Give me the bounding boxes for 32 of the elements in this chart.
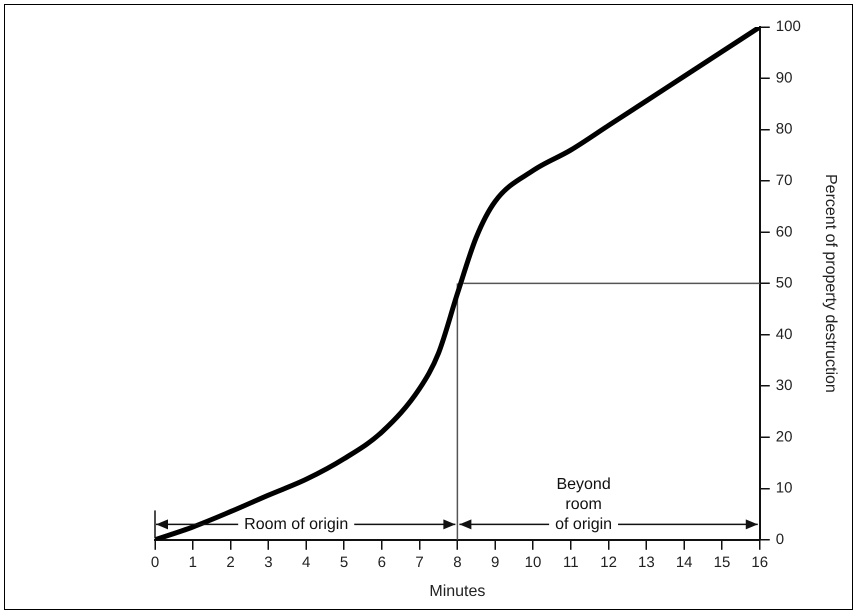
x-tick-label: 13: [638, 554, 655, 571]
x-tick-label: 8: [453, 554, 462, 571]
annotation: Beyond room of origin: [555, 476, 612, 533]
x-tick-label: 10: [524, 554, 542, 571]
annotation: Room of origin: [244, 516, 348, 533]
x-tick-label: 14: [676, 554, 693, 571]
x-tick-label: 7: [415, 554, 424, 571]
x-tick-label: 5: [340, 554, 348, 571]
x-tick-label: 1: [188, 554, 197, 571]
y-tick-label: 70: [776, 172, 792, 189]
y-tick-label: 60: [776, 223, 792, 240]
y-tick-label: 80: [776, 120, 792, 138]
x-axis-title: Minutes: [429, 582, 486, 600]
y-tick-label: 20: [776, 428, 792, 446]
x-tick-label: 12: [600, 554, 617, 571]
y-tick-label: 10: [776, 480, 792, 497]
x-tick-label: 6: [378, 554, 386, 571]
y-tick-label: 50: [776, 274, 792, 292]
x-tick-label: 11: [562, 554, 579, 571]
y-tick-label: 30: [776, 377, 792, 394]
x-tick-label: 4: [302, 554, 310, 571]
x-tick-label: 2: [226, 554, 235, 571]
x-tick-label: 15: [714, 554, 730, 571]
y-axis-title: Percent of property destruction: [822, 174, 839, 393]
x-tick-label: 16: [751, 554, 768, 571]
x-tick-label: 3: [264, 554, 273, 571]
y-tick-label: 0: [776, 530, 784, 548]
x-tick-label: 0: [150, 554, 160, 571]
y-tick-label: 100: [776, 18, 801, 36]
x-tick-label: 9: [491, 554, 500, 571]
y-tick-label: 40: [776, 326, 792, 343]
y-tick-label: 90: [776, 69, 792, 86]
